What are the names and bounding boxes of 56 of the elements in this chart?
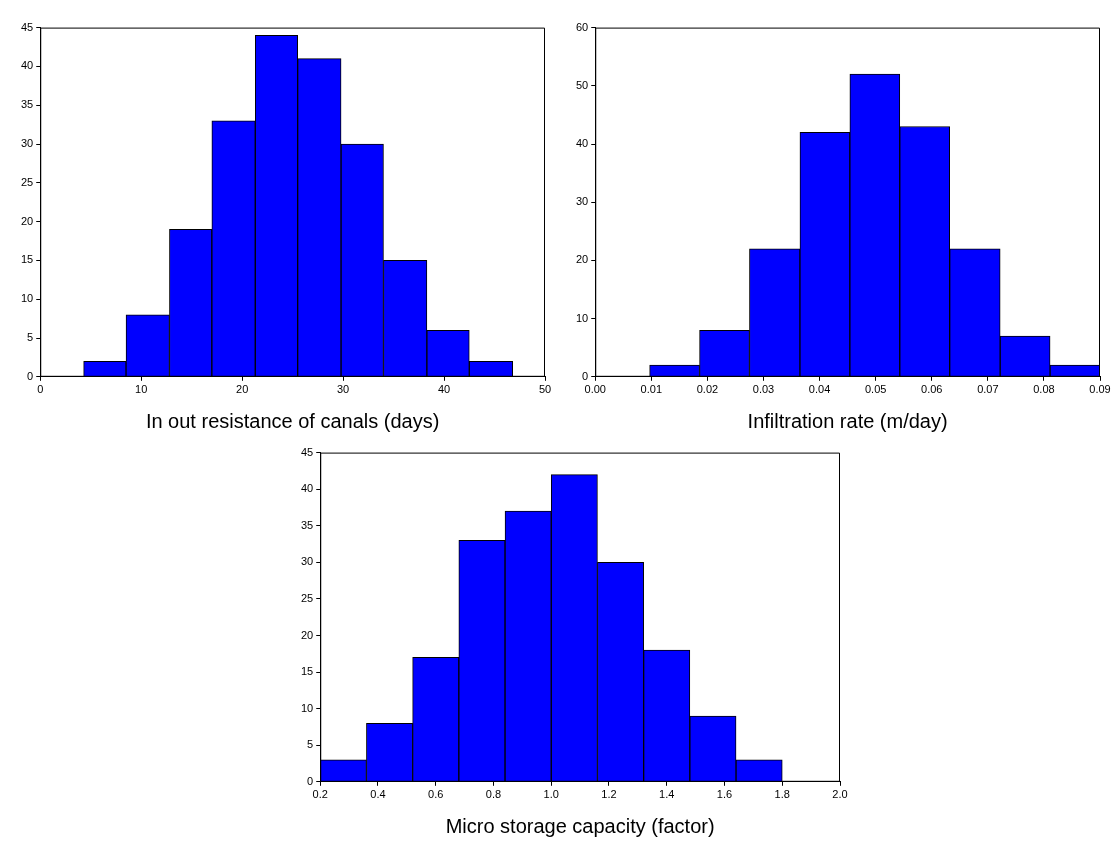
y-tick-label: 0	[27, 369, 34, 382]
y-tick-label: 5	[27, 331, 34, 344]
x-tick-label: 40	[437, 383, 451, 396]
x-axis-title: In out resistance of canals (days)	[145, 409, 440, 432]
y-tick-label: 15	[300, 665, 314, 678]
y-tick-label: 25	[300, 591, 314, 604]
y-tick-label: 35	[20, 98, 34, 111]
x-tick-label: 2.0	[832, 788, 848, 801]
x-tick-label: 0	[37, 383, 44, 396]
y-tick-label: 15	[20, 253, 34, 266]
y-tick-label: 10	[300, 701, 314, 714]
y-tick-label: 45	[20, 20, 34, 33]
x-axis-title: Micro storage capacity (factor)	[445, 814, 715, 837]
x-tick-label: 50	[538, 383, 552, 396]
x-tick-label: 0.05	[864, 383, 887, 396]
y-tick-label: 35	[300, 518, 314, 531]
y-tick-label: 60	[575, 20, 589, 33]
y-tick-label: 25	[20, 175, 34, 188]
x-tick-label: 0.6	[428, 788, 444, 801]
x-tick-label: 0.08	[1033, 383, 1055, 396]
y-tick-label: 40	[300, 482, 314, 495]
x-tick-label: 1.6	[716, 788, 733, 801]
x-tick-label: 10	[135, 383, 148, 396]
x-tick-label: 1.8	[774, 788, 790, 801]
x-axis-title: Infiltration rate (m/day)	[747, 409, 948, 432]
y-tick-label: 30	[300, 555, 314, 568]
x-tick-label: 0.01	[640, 383, 663, 396]
y-tick-label: 40	[20, 59, 34, 72]
x-tick-label: 0.00	[584, 383, 606, 396]
x-tick-label: 0.03	[752, 383, 775, 396]
y-tick-label: 10	[20, 292, 34, 305]
y-tick-label: 20	[575, 253, 589, 266]
x-tick-label: 1.4	[659, 788, 675, 801]
y-tick-label: 30	[575, 195, 589, 208]
x-tick-label: 0.07	[977, 383, 999, 396]
x-tick-label: 0.09	[1089, 383, 1111, 396]
y-tick-label: 0	[582, 369, 589, 382]
x-tick-label: 0.8	[485, 788, 502, 801]
y-tick-label: 5	[307, 738, 314, 751]
x-tick-label: 0.4	[370, 788, 386, 801]
x-tick-label: 0.04	[808, 383, 831, 396]
x-tick-label: 30	[336, 383, 350, 396]
y-tick-label: 20	[300, 628, 314, 641]
x-tick-label: 1.0	[543, 788, 559, 801]
y-tick-label: 20	[20, 214, 34, 227]
y-tick-label: 40	[575, 137, 589, 150]
x-tick-label: 0.02	[696, 383, 719, 396]
y-tick-label: 45	[300, 445, 314, 458]
y-tick-label: 50	[575, 78, 589, 91]
y-tick-label: 30	[20, 137, 34, 150]
x-tick-label: 1.2	[601, 788, 617, 801]
y-tick-label: 10	[575, 311, 589, 324]
x-tick-label: 0.06	[921, 383, 943, 396]
x-tick-label: 20	[236, 383, 249, 396]
y-tick-label: 0	[307, 774, 314, 787]
x-tick-label: 0.2	[312, 788, 328, 801]
